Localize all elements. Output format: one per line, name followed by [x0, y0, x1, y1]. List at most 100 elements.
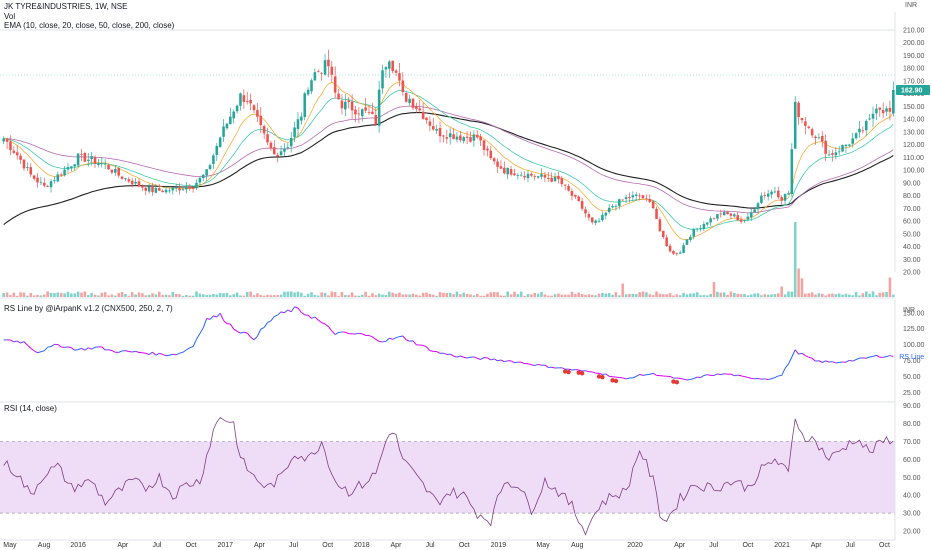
rsi-tick-label: 60.00 [903, 457, 921, 464]
rs-new-low-dot [674, 380, 680, 385]
rs-tick-label: 50.00 [903, 374, 921, 381]
volume-bar [320, 292, 323, 297]
volume-bar [837, 293, 841, 297]
volume-bar [103, 292, 107, 297]
x-tick-label: May [3, 542, 17, 549]
candle-body [273, 147, 276, 155]
volume-bar [70, 293, 73, 297]
candle-body [607, 207, 611, 213]
volume-bar [492, 292, 496, 297]
candle-body [455, 136, 459, 140]
rs-segment [436, 351, 441, 354]
rs-segment [64, 346, 69, 348]
candle-body [408, 98, 411, 104]
rs-segment [791, 349, 796, 358]
rs-segment [236, 330, 241, 334]
candle-body [685, 239, 689, 245]
candle-body [743, 220, 746, 222]
volume-bar [19, 292, 22, 297]
rs-segment [321, 322, 326, 325]
candle-body [536, 176, 540, 178]
candle-body [465, 136, 469, 138]
rs-segment [162, 353, 167, 357]
volume-bar [53, 293, 56, 297]
candle-body [252, 105, 256, 111]
volume-bar [208, 294, 212, 297]
volume-bar [584, 294, 587, 297]
rs-segment [592, 371, 596, 374]
rs-segment [324, 323, 329, 327]
volume-bar [773, 294, 777, 297]
candle-body [641, 195, 645, 199]
volume-bar [523, 295, 526, 297]
candle-body [662, 230, 665, 238]
volume-bar [689, 293, 692, 297]
volume-bar [729, 291, 733, 297]
candle-body [137, 181, 141, 187]
volume-bar [316, 295, 320, 297]
candle-body [320, 73, 323, 74]
volume-bar [851, 295, 855, 297]
price-tick-label: 190.00 [903, 53, 925, 60]
volume-bar [756, 293, 760, 297]
rs-segment [487, 357, 492, 361]
rs-segment [199, 327, 204, 334]
volume-bar [783, 294, 787, 297]
rs-segment [426, 346, 431, 351]
volume-bar [448, 292, 452, 297]
volume-bar [141, 293, 144, 297]
rs-segment [835, 361, 840, 364]
volume-bar [398, 292, 401, 297]
rs-segment [818, 360, 823, 363]
x-tick-label: Apr [674, 542, 686, 549]
candle-body [367, 112, 371, 114]
x-tick-label: Jul [709, 542, 718, 549]
rs-segment [869, 355, 874, 358]
rs-segment [757, 378, 762, 380]
volume-bar [418, 295, 422, 297]
volume-bar [787, 291, 790, 297]
rs-segment [331, 330, 336, 335]
volume-bar [344, 295, 347, 297]
volume-bar [425, 292, 428, 297]
volume-bar [56, 292, 60, 297]
candle-body [431, 126, 435, 130]
rs-segment [652, 372, 657, 376]
volume-bar [232, 294, 235, 297]
volume-bar [120, 291, 124, 297]
volume-bar [411, 293, 415, 297]
candle-body [46, 186, 49, 187]
candle-body [523, 175, 526, 178]
volume-bar [46, 291, 49, 297]
volume-bar [601, 292, 604, 297]
rs-new-low-dot [562, 369, 568, 374]
volume-bar [607, 293, 611, 297]
rs-segment [669, 375, 674, 379]
candle-body [178, 188, 181, 191]
candle-body [90, 156, 93, 160]
volume-bar [357, 295, 361, 297]
candle-body [293, 127, 296, 138]
candle-body [93, 157, 97, 164]
rs-segment [334, 332, 339, 336]
volume-bar [604, 293, 608, 297]
rs-segment [358, 332, 363, 335]
volume-bar [472, 295, 476, 297]
candle-body [147, 186, 151, 192]
volume-bar [303, 295, 307, 297]
candle-body [310, 80, 313, 92]
volume-bar [614, 292, 618, 297]
volume-bar [300, 292, 303, 297]
candle-body [174, 187, 178, 189]
candle-body [259, 115, 263, 126]
rs-segment [866, 356, 870, 359]
candle-body [736, 215, 739, 221]
volume-bar [482, 295, 486, 297]
rs-segment [456, 355, 461, 358]
candle-body [448, 133, 452, 138]
volume-bar [810, 292, 814, 297]
candle-body [198, 177, 202, 183]
x-tick-label: Jul [152, 542, 161, 549]
candle-body [316, 71, 320, 73]
